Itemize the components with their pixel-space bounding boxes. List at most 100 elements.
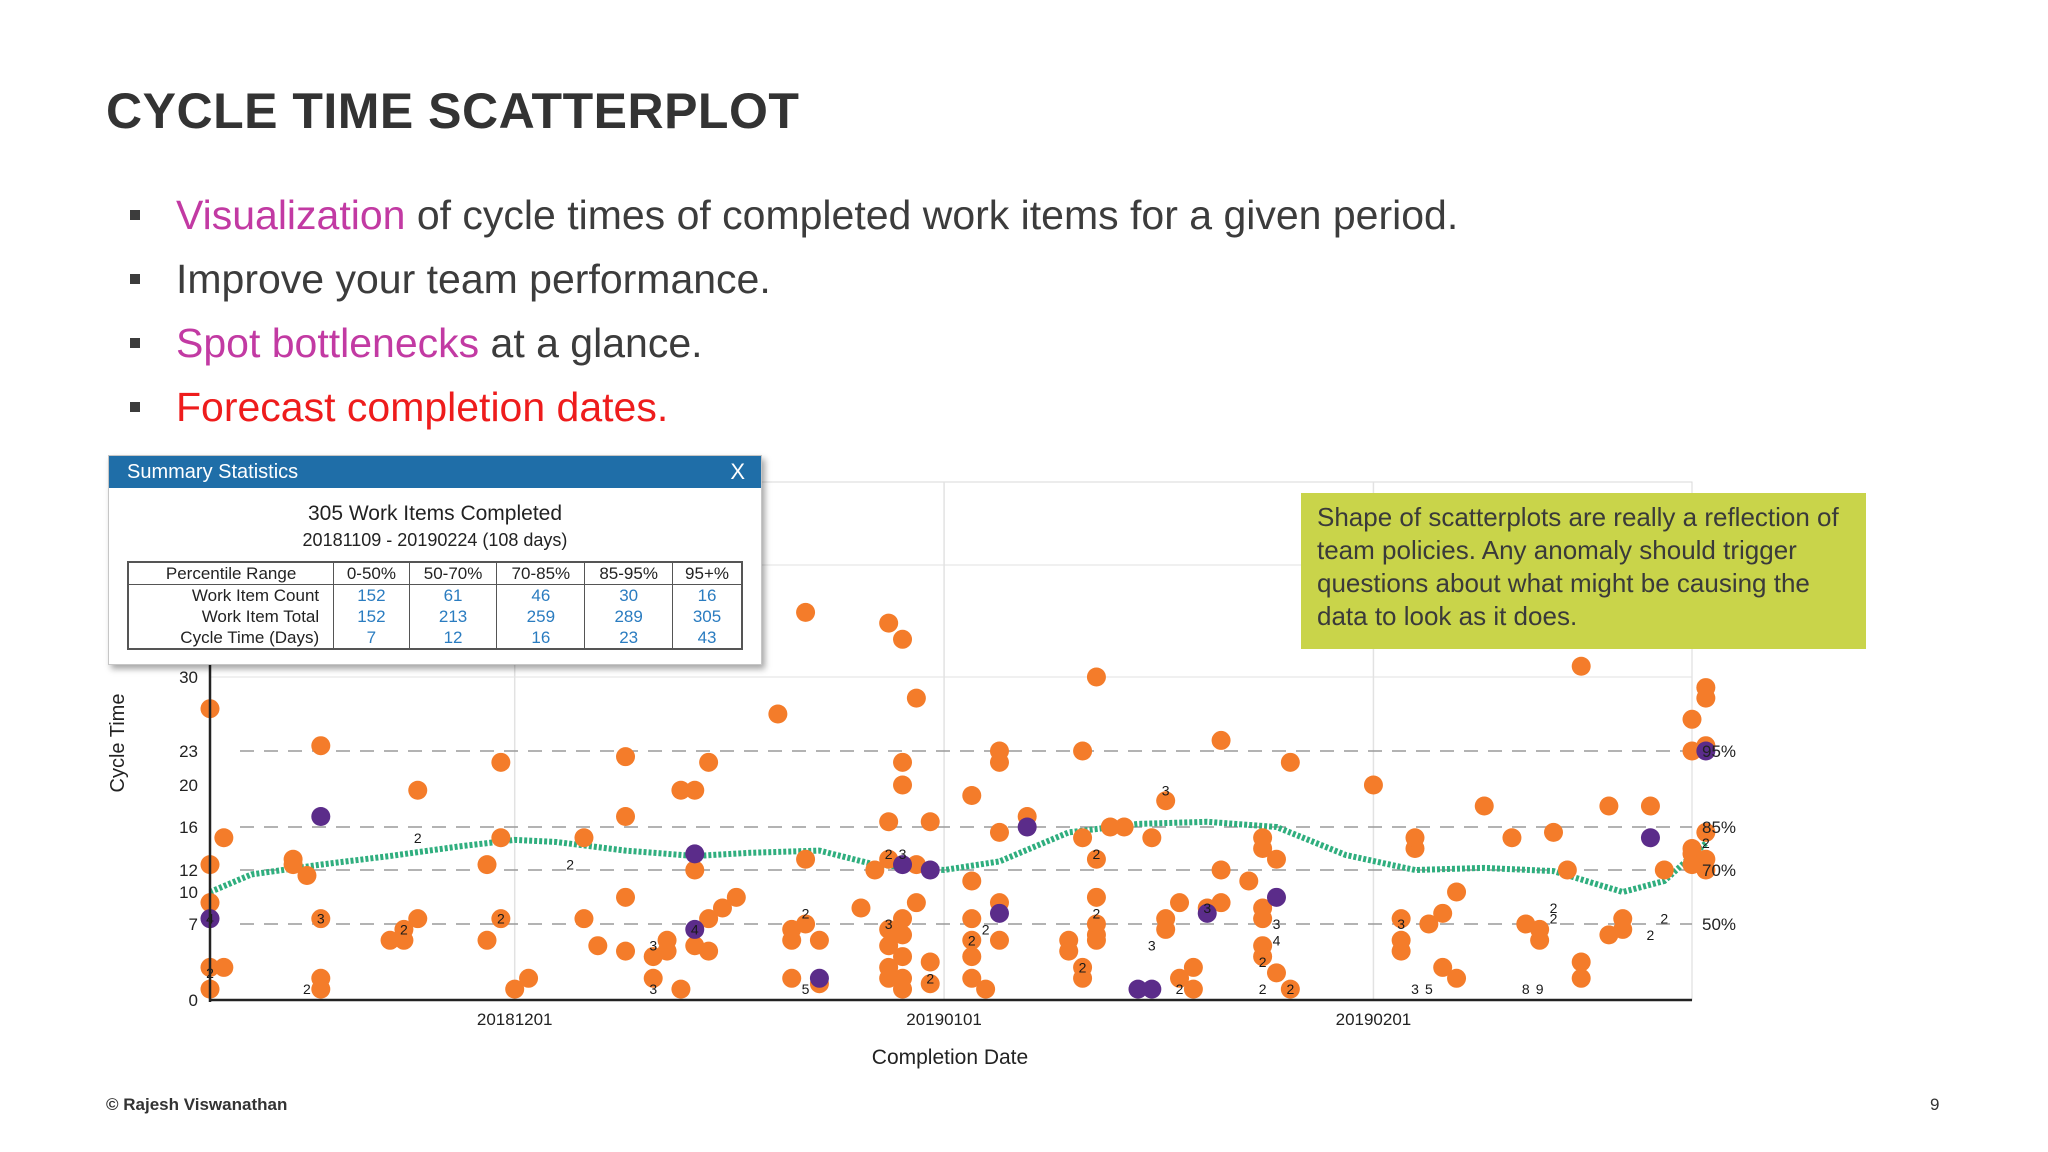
orange-data-point [311,909,331,929]
point-count-label: 3 [649,981,657,997]
orange-data-point [1086,887,1106,907]
purple-data-point [1640,828,1660,848]
table-row: Work Item Count 152 61 46 30 16 [127,584,742,606]
point-count-label: 2 [1647,927,1655,943]
orange-data-point [1543,822,1563,842]
point-count-label: 2 [1259,981,1267,997]
table-cell: 30 [584,584,673,606]
orange-data-point [491,828,511,848]
orange-data-point [685,780,705,800]
orange-data-point [906,688,926,708]
row-label: Work Item Total [127,606,334,627]
orange-data-point [782,968,802,988]
bullet-text: Visualization [176,192,406,238]
point-count-label: 2 [1286,981,1294,997]
table-header-cell: Percentile Range [127,562,334,585]
orange-data-point [477,930,497,950]
orange-data-point [699,752,719,772]
orange-data-point [699,909,719,929]
y-tick-label: 10 [179,883,198,902]
bullet-text: Improve your team performance. [176,256,771,302]
orange-data-point [1086,667,1106,687]
y-tick-label: 16 [179,818,198,837]
orange-data-point [712,898,732,918]
table-header-cell: 85-95% [584,562,673,585]
point-count-label: 2 [926,970,934,986]
orange-data-point [1253,909,1273,929]
bullet-marker [130,338,140,348]
purple-data-point [809,968,829,988]
orange-data-point [962,871,982,891]
x-tick-label: 20181201 [477,1010,553,1029]
point-count-label: 3 [649,938,657,954]
orange-data-point [906,893,926,913]
bullet-marker [130,210,140,220]
orange-data-point [1530,919,1550,939]
orange-data-point [574,828,594,848]
orange-data-point [1170,893,1190,913]
orange-data-point [851,898,871,918]
orange-data-point [1156,791,1176,811]
orange-data-point [796,914,816,934]
orange-data-point [491,909,511,929]
orange-data-point [1170,968,1190,988]
orange-data-point [893,925,913,945]
point-count-label: 4 [1273,932,1281,948]
trend-line [208,818,1708,896]
orange-data-point [1571,656,1591,676]
orange-data-point [1363,775,1383,795]
orange-data-point [505,979,525,999]
copyright: © Rajesh Viswanathan [106,1095,288,1114]
orange-data-point [1073,741,1093,761]
point-count-label: 3 [1397,916,1405,932]
orange-data-point [1280,979,1300,999]
orange-data-point [616,941,636,961]
table-cell: 12 [408,627,497,649]
orange-data-point [477,855,497,875]
orange-data-point [394,930,414,950]
slide-title: CYCLE TIME SCATTERPLOT [106,83,800,139]
orange-data-point [989,822,1009,842]
point-count-label: 2 [1660,911,1668,927]
orange-data-point [1502,828,1522,848]
orange-data-point [1571,952,1591,972]
orange-data-point [1405,828,1425,848]
point-count-label: 2 [802,905,810,921]
bullet-text: Spot bottlenecks [176,320,480,366]
orange-data-point [879,968,899,988]
point-count-label: 5 [1425,981,1433,997]
point-count-label: 3 [317,911,325,927]
bullet-text: Forecast completion dates. [176,384,669,430]
orange-data-point [616,747,636,767]
row-label: Work Item Count [127,584,334,606]
point-count-label: 2 [1093,905,1101,921]
purple-data-point [1696,741,1716,761]
orange-data-point [1447,882,1467,902]
point-count-label: 3 [1411,981,1419,997]
orange-data-point [879,613,899,633]
y-tick-label: 0 [189,991,198,1010]
table-cell: 305 [672,606,742,627]
orange-data-point [408,780,428,800]
orange-data-point [283,855,303,875]
orange-data-point [699,941,719,961]
table-cell: 213 [408,606,497,627]
table-header-cell: 0-50% [333,562,410,585]
orange-data-point [311,736,331,756]
close-button[interactable]: X [730,459,745,484]
table-cell: 16 [496,627,585,649]
point-count-label: 2 [1702,835,1710,851]
point-count-label: 3 [1162,782,1170,798]
orange-data-point [920,952,940,972]
purple-data-point [1017,817,1037,837]
orange-data-point [726,887,746,907]
y-tick-label: 7 [189,915,198,934]
point-count-label: 3 [1273,916,1281,932]
orange-data-point [893,752,913,772]
orange-data-point [1447,968,1467,988]
orange-data-point [1183,957,1203,977]
orange-data-point [671,780,691,800]
bullet-text: of cycle times of completed work items f… [405,192,1459,238]
orange-data-point [879,936,899,956]
point-count-label: 2 [1550,900,1558,916]
